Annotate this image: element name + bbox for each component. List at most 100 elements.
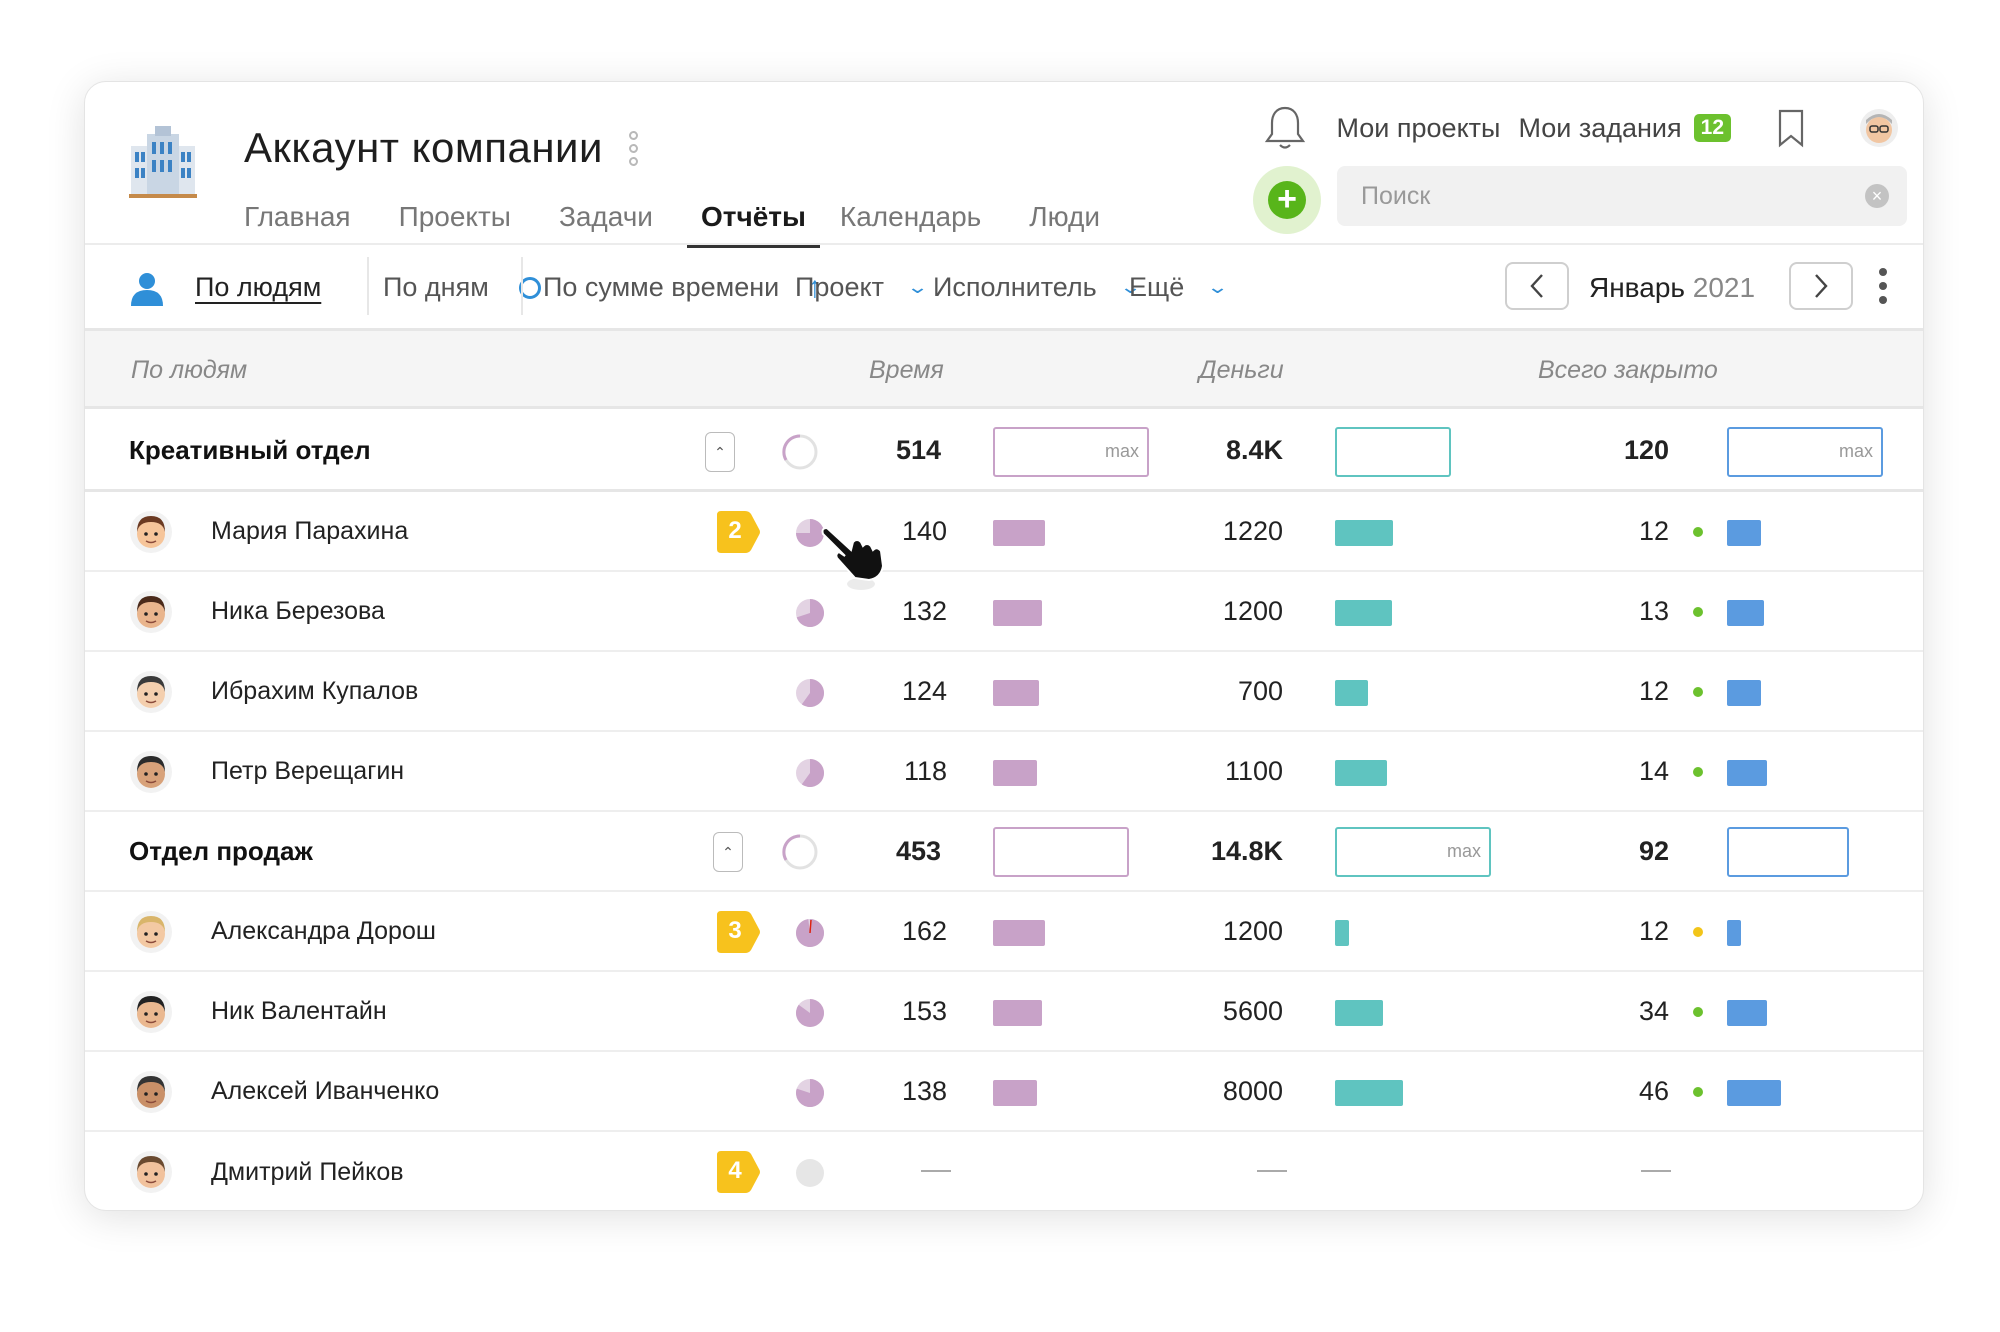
step-number: 2 (728, 517, 742, 544)
status-dot (1693, 527, 1703, 537)
chevron-down-icon[interactable]: ⌄ (906, 277, 929, 297)
avatar (130, 911, 172, 953)
table-row[interactable]: Алексей Иванченко 138 8000 46 (85, 1052, 1923, 1132)
person-name[interactable]: Алексей Иванченко (211, 1076, 440, 1105)
avatar (130, 591, 172, 633)
person-time: 153 (901, 995, 947, 1026)
status-dot (1693, 607, 1703, 617)
person-name[interactable]: Александра Дорош (211, 916, 436, 945)
group-by-people[interactable]: По людям (195, 272, 322, 302)
tab-people[interactable]: Люди (1029, 201, 1100, 232)
share-pie-icon (795, 999, 824, 1027)
chevron-down-icon[interactable]: ⌄ (1206, 277, 1230, 297)
time-bar (993, 520, 1045, 546)
money-bar (1335, 920, 1349, 946)
share-pie-icon (796, 759, 824, 787)
title-menu-icon[interactable] (628, 130, 638, 166)
chevron-left-icon (1530, 274, 1543, 298)
col-money: Деньги (1199, 356, 1284, 384)
user-avatar[interactable] (1859, 108, 1899, 148)
assignee-filter[interactable]: Исполнитель (933, 272, 1097, 302)
share-pie-icon (796, 919, 825, 947)
clear-search-icon[interactable]: × (1865, 184, 1889, 208)
toggle-circle-icon[interactable] (518, 276, 541, 299)
tab-calendar[interactable]: Календарь (839, 201, 982, 232)
person-money: 8000 (1222, 1075, 1283, 1106)
collapse-button[interactable]: ⌃ (713, 832, 743, 872)
group-time: 514 (895, 435, 941, 465)
bell-icon[interactable] (1263, 104, 1307, 152)
status-dot (1693, 927, 1703, 937)
table-row[interactable]: Петр Верещагин 118 1100 14 (85, 732, 1923, 812)
time-bar (993, 600, 1042, 626)
person-icon (131, 272, 163, 306)
person-name[interactable]: Ибрахим Купалов (211, 676, 419, 705)
table-row[interactable]: Мария Парахина 2 140 1220 12 (85, 492, 1923, 572)
col-time: Время (869, 356, 944, 384)
chevron-right-icon (1815, 274, 1828, 298)
person-name[interactable]: Мария Парахина (211, 516, 409, 545)
group-by-days[interactable]: По дням (383, 272, 489, 302)
person-closed: 12 (1638, 915, 1669, 946)
time-bar (993, 1080, 1037, 1106)
person-name[interactable]: Петр Верещагин (211, 756, 405, 785)
my-projects-link[interactable]: Мои проекты (1336, 112, 1501, 143)
table-row[interactable]: Ибрахим Купалов 124 700 12 (85, 652, 1923, 732)
main-nav: Главная Проекты Задачи Отчёты Календарь … (244, 192, 1148, 248)
closed-max-box (1727, 827, 1849, 877)
tab-tasks[interactable]: Задачи (558, 201, 653, 232)
avatar (130, 1151, 172, 1193)
step-badge: 3 (715, 909, 761, 955)
project-filter[interactable]: Проект (795, 272, 884, 302)
table-header: По людям Время Деньги Всего закрыто (85, 331, 1923, 409)
person-money: 5600 (1222, 995, 1283, 1026)
company-title: Аккаунт компании (244, 124, 603, 171)
share-pie-icon (796, 519, 824, 547)
person-name[interactable]: Дмитрий Пейков (211, 1157, 404, 1186)
company-building-icon (129, 126, 197, 198)
table-row[interactable]: Дмитрий Пейков 4 (85, 1132, 1923, 1210)
more-filter[interactable]: Ещё (1129, 272, 1185, 302)
table-row[interactable]: Ника Березова 132 1200 13 (85, 572, 1923, 652)
time-bar (993, 920, 1045, 946)
sort-by-time-sum[interactable]: По сумме времени (543, 272, 780, 302)
closed-max-box: max (1727, 427, 1883, 477)
search-box: × (1337, 166, 1907, 226)
step-number: 3 (728, 917, 742, 944)
table-row[interactable]: Ник Валентайн 153 5600 34 (85, 972, 1923, 1052)
step-badge: 4 (715, 1149, 761, 1195)
tasks-count-badge: 12 (1693, 114, 1731, 142)
tab-projects[interactable]: Проекты (398, 201, 511, 232)
add-button[interactable]: + (1253, 166, 1321, 234)
closed-bar (1727, 920, 1741, 946)
person-name[interactable]: Ника Березова (211, 596, 385, 625)
person-closed: 14 (1638, 755, 1669, 786)
search-input[interactable] (1337, 166, 1907, 226)
progress-ring-icon (782, 834, 818, 870)
chevron-down-icon[interactable]: ⌄ (1118, 277, 1142, 297)
person-name[interactable]: Ник Валентайн (211, 996, 387, 1025)
money-bar (1335, 600, 1392, 626)
next-month-button[interactable] (1789, 262, 1853, 310)
table-row[interactable]: Александра Дорош 3 162 1200 12 (85, 892, 1923, 972)
collapse-button[interactable]: ⌃ (705, 432, 735, 472)
more-options-icon[interactable] (1879, 268, 1887, 304)
person-money: 1200 (1222, 915, 1283, 946)
col-people: По людям (131, 356, 248, 384)
max-label: max (1446, 841, 1481, 861)
tab-reports[interactable]: Отчёты (686, 192, 820, 248)
arrow-up-icon[interactable]: ↑ (807, 270, 823, 304)
person-time: 132 (901, 595, 947, 626)
prev-month-button[interactable] (1505, 262, 1569, 310)
my-tasks-link[interactable]: Мои задания (1518, 112, 1682, 143)
bookmark-icon[interactable] (1777, 108, 1805, 148)
person-time: 124 (901, 675, 947, 706)
person-money: 1200 (1222, 595, 1283, 626)
group-time: 453 (895, 835, 941, 866)
avatar (130, 751, 172, 793)
group-row[interactable]: Креативный отдел ⌃ 514 max 8.4K 120 max (85, 412, 1923, 492)
group-row[interactable]: Отдел продаж ⌃ 453 14.8K max 92 (85, 812, 1923, 892)
tab-home[interactable]: Главная (244, 201, 351, 232)
col-closed: Всего закрыто (1538, 356, 1718, 384)
year-label: 2021 (1692, 272, 1756, 303)
